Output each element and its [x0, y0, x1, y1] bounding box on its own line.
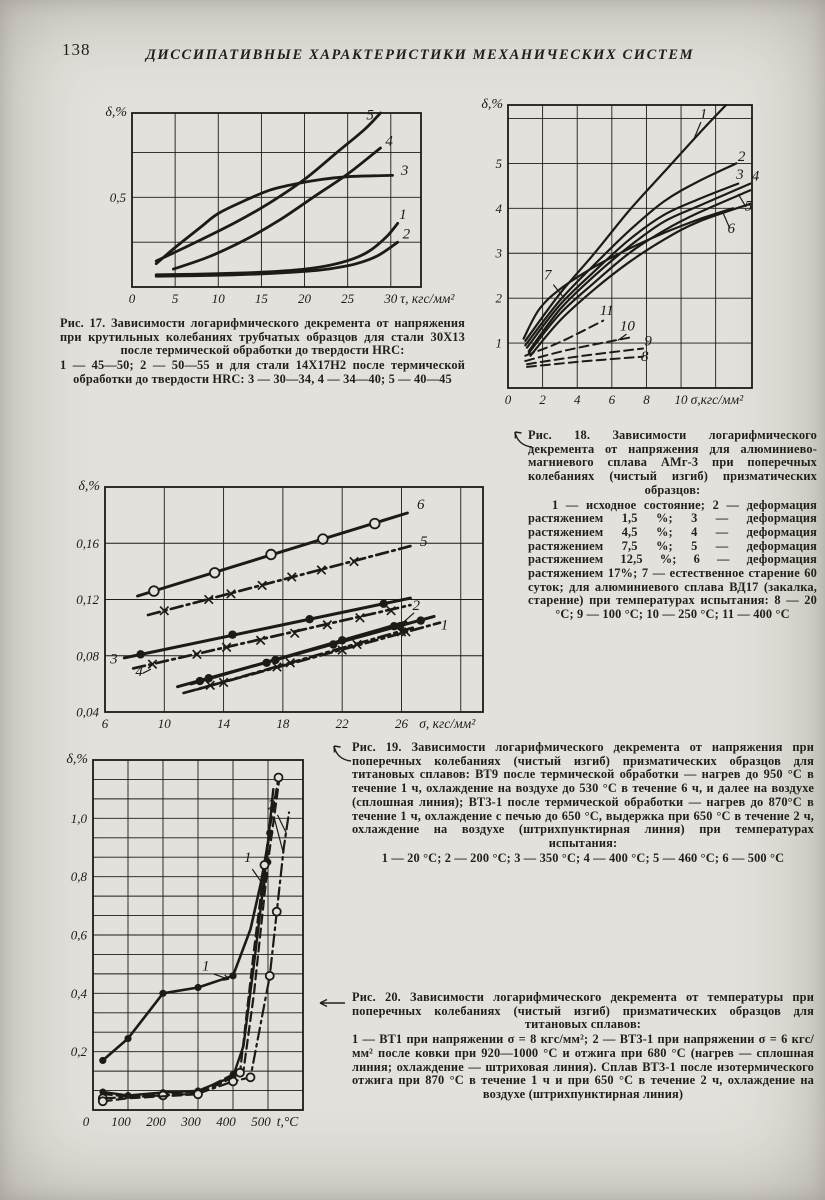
- fig17-caption-legend: 1 — 45—50; 2 — 50—55 и для стали 14Х17Н2…: [60, 358, 465, 386]
- svg-text:10: 10: [212, 291, 226, 306]
- svg-text:1: 1: [202, 959, 210, 975]
- svg-text:18: 18: [276, 716, 290, 731]
- svg-text:6: 6: [609, 392, 616, 407]
- svg-text:25: 25: [341, 291, 355, 306]
- svg-text:8: 8: [641, 349, 649, 365]
- fig17-caption-title: Рис. 17. Зависимости логарифмического де…: [60, 316, 465, 358]
- svg-text:8: 8: [643, 392, 650, 407]
- svg-text:10: 10: [158, 716, 172, 731]
- svg-text:δ,%: δ,%: [105, 105, 127, 120]
- svg-text:15: 15: [255, 291, 269, 306]
- svg-text:δ,%: δ,%: [78, 479, 100, 494]
- fig18-caption-title: Рис. 18. Зависимости логарифмического де…: [528, 428, 817, 497]
- svg-text:0,5: 0,5: [110, 190, 127, 205]
- svg-text:δ,%: δ,%: [481, 97, 503, 112]
- svg-text:5: 5: [420, 534, 428, 550]
- svg-text:10: 10: [620, 319, 636, 335]
- svg-text:6: 6: [102, 716, 109, 731]
- svg-text:0,8: 0,8: [71, 869, 88, 884]
- svg-text:0,08: 0,08: [76, 648, 99, 663]
- svg-text:0,16: 0,16: [76, 536, 99, 551]
- svg-text:4: 4: [496, 201, 503, 216]
- svg-text:400: 400: [216, 1114, 236, 1129]
- svg-text:30: 30: [383, 291, 398, 306]
- svg-text:2: 2: [268, 798, 276, 814]
- page-number: 138: [62, 40, 91, 59]
- svg-text:5: 5: [496, 156, 503, 171]
- svg-text:t,°С: t,°С: [277, 1114, 300, 1129]
- fig19-caption: Рис. 19. Зависимости логарифмического де…: [352, 740, 814, 865]
- svg-text:0: 0: [505, 392, 512, 407]
- fig19-caption-title: Рис. 19. Зависимости логарифмического де…: [352, 740, 814, 850]
- svg-text:3: 3: [495, 246, 503, 261]
- svg-text:1,0: 1,0: [71, 811, 88, 826]
- svg-text:200: 200: [146, 1114, 166, 1129]
- svg-text:5: 5: [366, 107, 374, 123]
- svg-text:1: 1: [700, 106, 708, 122]
- svg-text:6: 6: [417, 497, 425, 513]
- svg-text:26: 26: [395, 716, 409, 731]
- svg-text:1: 1: [441, 618, 449, 634]
- svg-text:2: 2: [496, 291, 503, 306]
- svg-text:2: 2: [539, 392, 546, 407]
- svg-text:3: 3: [109, 651, 118, 667]
- svg-text:4: 4: [752, 168, 760, 184]
- fig19-chart: 6 5 3 4 2 1 6 10 14 18 22 26 0,04 0,08 0,12 0,16 σ, кгс/…: [76, 479, 484, 731]
- svg-text:22: 22: [336, 716, 350, 731]
- svg-text:300: 300: [180, 1114, 201, 1129]
- margin-curved-arrow-icon: [333, 745, 352, 762]
- svg-text:14: 14: [217, 716, 231, 731]
- svg-text:3: 3: [735, 167, 744, 183]
- svg-text:0: 0: [83, 1114, 90, 1129]
- fig18-caption: Рис. 18. Зависимости логарифмического де…: [528, 428, 817, 622]
- margin-left-arrow-icon: [319, 998, 345, 1008]
- fig20-caption-title: Рис. 20. Зависимости логарифмического де…: [352, 990, 814, 1032]
- svg-text:0,4: 0,4: [71, 986, 88, 1001]
- svg-text:5: 5: [172, 291, 179, 306]
- svg-text:9: 9: [644, 333, 652, 349]
- svg-text:11: 11: [600, 303, 614, 319]
- svg-text:4: 4: [385, 133, 393, 149]
- svg-text:0,12: 0,12: [76, 592, 99, 607]
- running-title: ДИССИПАТИВНЫЕ ХАРАКТЕРИСТИКИ МЕХАНИЧЕСКИ…: [145, 47, 695, 63]
- svg-text:4: 4: [574, 392, 581, 407]
- svg-text:δ,%: δ,%: [66, 752, 88, 767]
- svg-text:1: 1: [399, 207, 407, 223]
- svg-text:σ, кгс/мм²: σ, кгс/мм²: [419, 716, 476, 731]
- svg-text:10: 10: [675, 392, 689, 407]
- svg-text:3: 3: [400, 163, 409, 179]
- svg-text:0,6: 0,6: [71, 928, 88, 943]
- svg-text:7: 7: [544, 267, 553, 283]
- svg-text:2: 2: [403, 227, 411, 243]
- svg-text:5: 5: [745, 199, 753, 215]
- svg-text:0,04: 0,04: [76, 705, 99, 720]
- fig20-caption: Рис. 20. Зависимости логарифмического де…: [352, 990, 814, 1102]
- fig18-caption-legend: 1 — исходное состояние; 2 — деформация р…: [528, 497, 817, 622]
- fig20-chart: 1 1 2 0 100 200 300 400 500 0,2 0,4 0,6 0,8 1,0 t,°С δ,…: [66, 752, 304, 1129]
- svg-text:6: 6: [727, 221, 735, 237]
- svg-text:0,2: 0,2: [71, 1044, 88, 1059]
- margin-curved-arrow-icon: [514, 431, 533, 448]
- svg-text:0: 0: [129, 291, 136, 306]
- fig17-caption: Рис. 17. Зависимости логарифмического де…: [60, 316, 465, 387]
- svg-text:100: 100: [111, 1114, 131, 1129]
- svg-text:1: 1: [244, 850, 252, 866]
- svg-text:20: 20: [298, 291, 312, 306]
- svg-text:1: 1: [496, 336, 503, 351]
- fig19-caption-legend: 1 — 20 °С; 2 — 200 °С; 3 — 350 °С; 4 — 4…: [381, 850, 785, 865]
- svg-text:2: 2: [413, 598, 421, 614]
- svg-text:σ,кгс/мм²: σ,кгс/мм²: [691, 392, 745, 407]
- svg-text:4: 4: [135, 664, 143, 680]
- svg-text:τ, кгс/мм²: τ, кгс/мм²: [400, 291, 455, 306]
- fig20-caption-legend: 1 — ВТ1 при напряжении σ = 8 кгс/мм²; 2 …: [352, 1032, 814, 1101]
- svg-text:500: 500: [251, 1114, 271, 1129]
- svg-text:2: 2: [738, 149, 746, 165]
